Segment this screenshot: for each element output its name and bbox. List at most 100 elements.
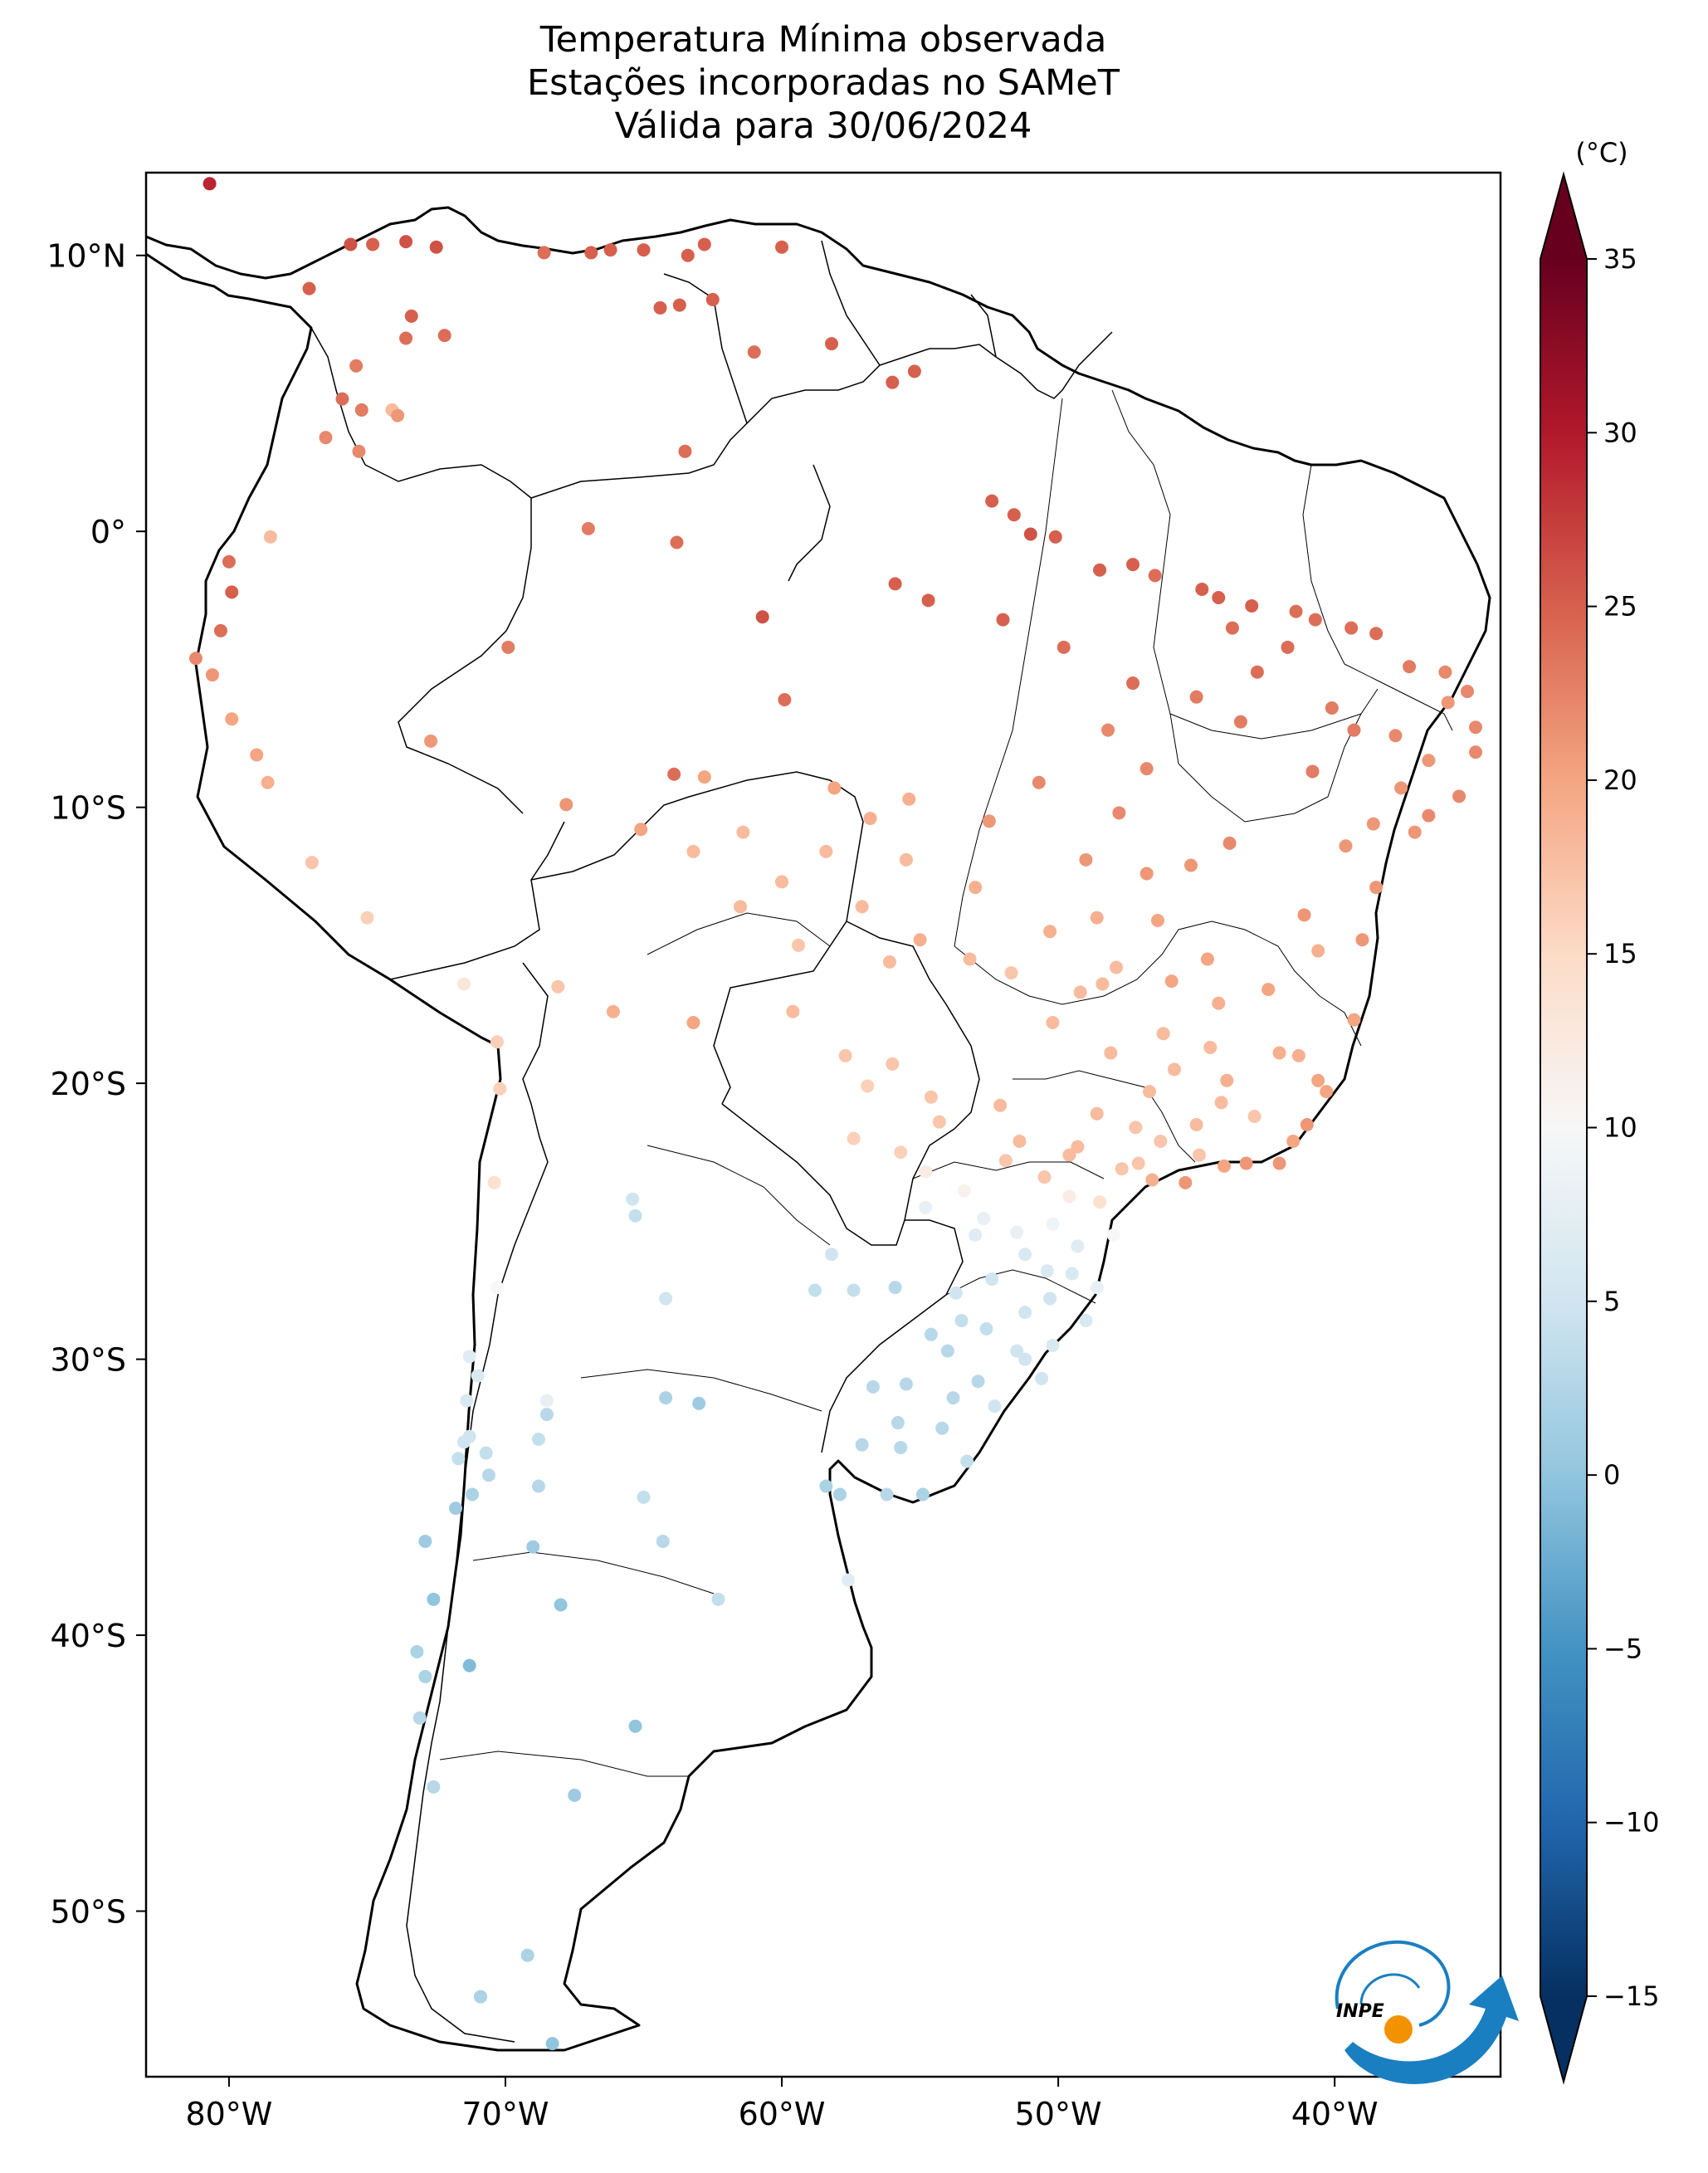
station-marker [205,668,219,682]
logo-orange-dot [1384,2015,1413,2044]
station-marker [352,444,366,458]
station-marker [960,1454,974,1468]
station-marker [319,431,333,445]
station-marker [354,403,368,417]
station-marker [808,1283,822,1297]
station-marker [203,177,217,191]
station-marker [539,1394,554,1408]
station-marker [705,292,720,306]
station-marker [736,825,750,839]
station-marker [697,770,711,784]
station-marker [1057,640,1071,654]
station-marker [391,408,405,422]
state-borders [439,389,1453,1777]
station-marker [993,1098,1008,1112]
station-marker [1214,1096,1228,1110]
station-marker [969,1228,983,1242]
station-marker [1007,508,1021,522]
station-marker [474,1990,488,2004]
station-marker [1013,1134,1027,1148]
station-marker [501,640,515,654]
station-marker [1010,1344,1024,1358]
station-marker [1388,729,1403,743]
station-marker [886,375,900,389]
station-marker [681,248,695,262]
station-marker [1212,590,1226,604]
colorbar: (°C) 35 30 25 20 15 10 5 0 −5 −10 −15 [1540,137,1660,2085]
station-marker [954,1314,969,1328]
station-marker [946,1391,960,1405]
station-marker [188,652,203,666]
station-marker [637,1490,651,1504]
station-marker [855,900,869,914]
station-marker [747,345,761,359]
station-marker [977,1212,991,1226]
station-marker [1203,1040,1218,1054]
station-marker [1151,913,1165,927]
station-marker [628,1209,642,1223]
station-marker [305,856,319,870]
national-borders [310,240,1113,2043]
station-marker [520,1948,534,1962]
plot-frame [144,171,1502,2078]
station-marker [1126,558,1140,572]
station-marker [1096,977,1110,991]
station-marker [1154,1134,1168,1148]
lat-tick-label: 10°N [46,238,126,275]
station-marker [1090,1106,1104,1121]
station-marker [1320,1085,1334,1099]
station-marker [894,1145,908,1160]
station-marker [1043,1292,1057,1306]
station-marker [1233,715,1247,729]
logo-orbit [1335,1940,1451,2027]
station-marker [1297,908,1311,922]
station-marker [775,240,789,254]
station-marker [1222,836,1237,850]
station-marker [1065,1267,1079,1281]
lon-tick-label: 80°W [185,2096,272,2132]
station-marker [672,298,686,312]
station-marker [1071,1140,1085,1154]
station-marker [659,1292,673,1306]
station-marker [1189,1118,1203,1131]
station-marker [963,952,977,966]
station-marker [982,814,996,828]
station-marker [692,1396,706,1410]
station-marker [366,237,380,251]
station-marker [1004,966,1018,980]
station-marker [1010,1225,1024,1239]
station-marker [996,613,1010,627]
station-marker [457,977,471,991]
station-marker [1291,1048,1305,1062]
station-marker [466,1487,480,1502]
colorbar-unit-label: (°C) [1575,137,1627,168]
station-marker [1106,1228,1120,1242]
station-marker [250,748,264,762]
station-marker [1139,762,1154,776]
station-marker [886,1057,900,1071]
station-marker [1217,1159,1231,1173]
station-marker [1129,1121,1143,1135]
station-marker [1220,1073,1234,1087]
station-marker [659,1391,673,1405]
station-marker [1093,563,1107,577]
station-marker [487,1175,501,1189]
station-marker [882,955,896,969]
station-marker [344,237,358,251]
lat-tick-label: 0° [90,514,126,550]
title-line-1: Temperatura Mínima observada [539,19,1107,61]
station-marker [531,1479,545,1493]
station-marker [1408,825,1422,839]
station-marker [824,337,838,351]
station-marker [451,1452,466,1466]
station-marker [1308,613,1322,627]
station-marker [935,1421,949,1435]
station-marker [1073,985,1087,999]
colorbar-tick-label: −5 [1603,1633,1642,1664]
station-marker [847,1283,861,1297]
station-marker [1079,1314,1093,1328]
station-marker [656,1535,670,1549]
station-marker [824,1248,838,1262]
station-marker [1281,640,1295,654]
station-marker [670,535,684,549]
